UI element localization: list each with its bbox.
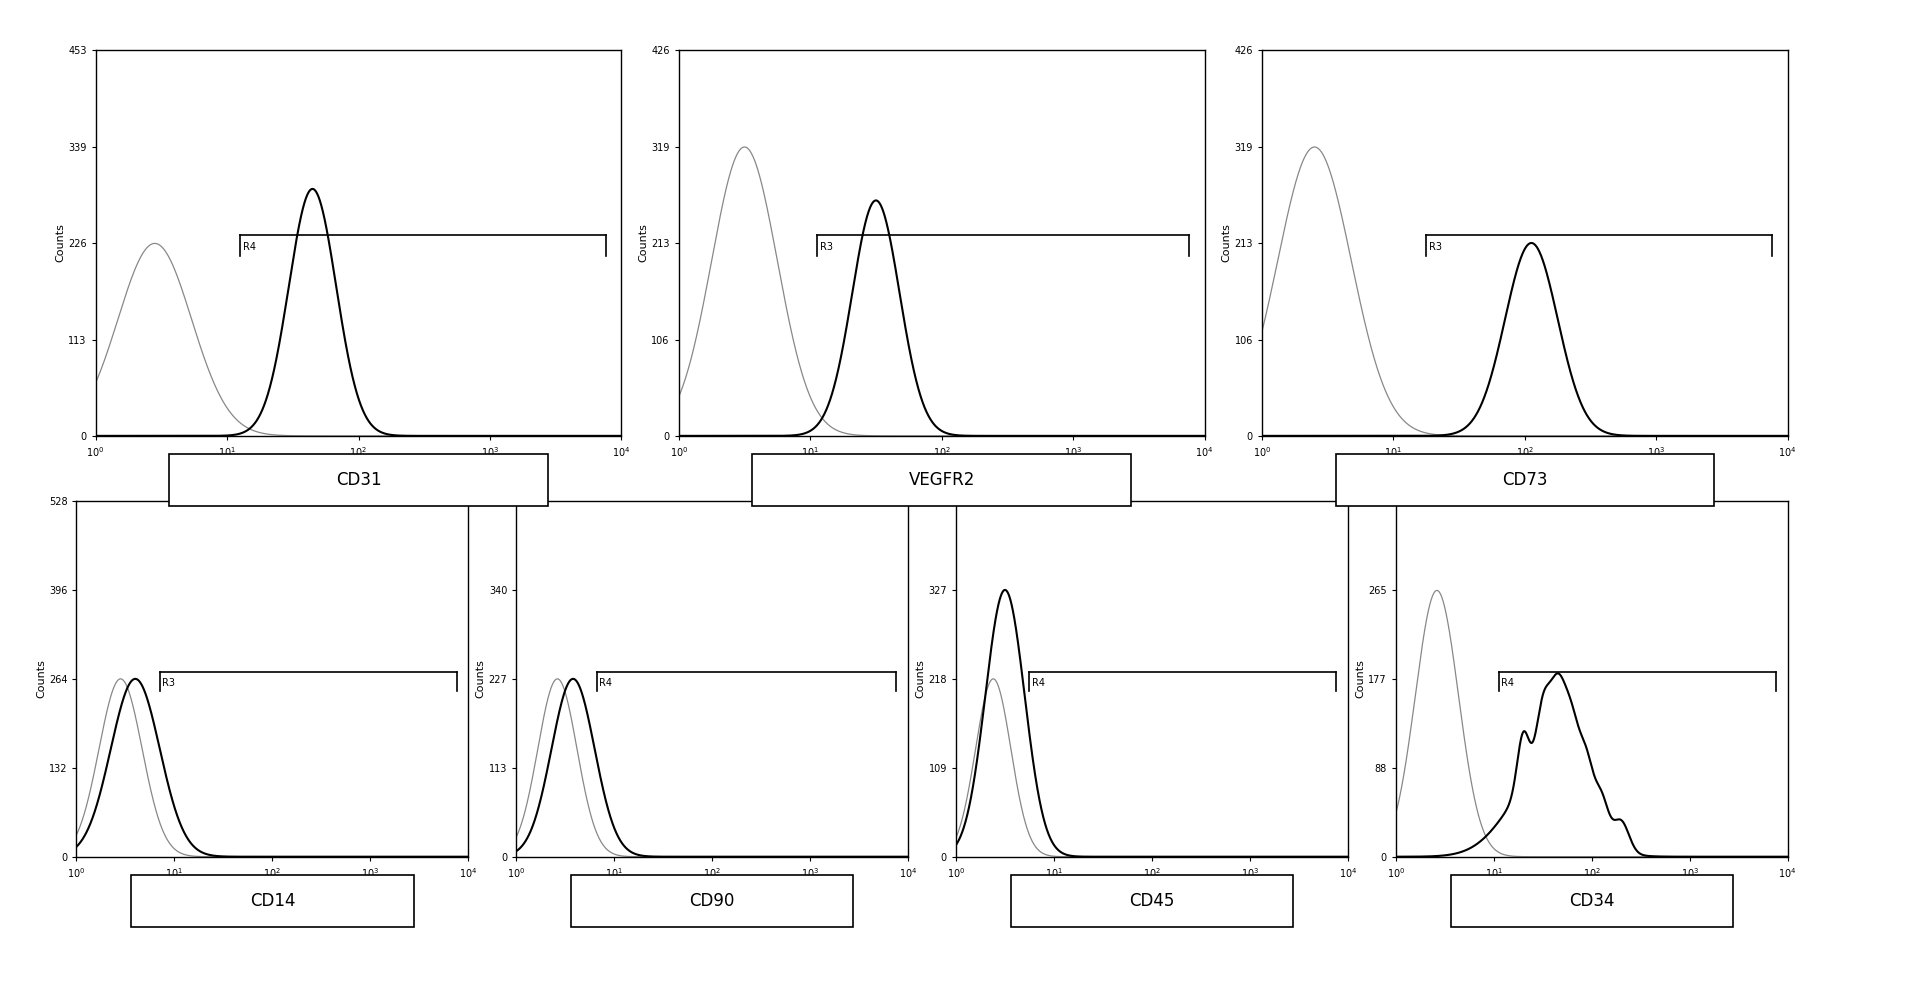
Text: CD90: CD90 — [690, 892, 734, 910]
X-axis label: FL 1 Log: FL 1 Log — [1568, 883, 1616, 893]
Y-axis label: Counts: Counts — [1356, 659, 1365, 698]
Text: R4: R4 — [1032, 677, 1044, 687]
X-axis label: FL 1 Log: FL 1 Log — [335, 462, 382, 472]
X-axis label: FL 2 Log: FL 2 Log — [249, 883, 296, 893]
X-axis label: FL 1 Log: FL 1 Log — [688, 883, 736, 893]
Text: R3: R3 — [163, 677, 174, 687]
Text: R4: R4 — [1501, 677, 1514, 687]
Text: CD73: CD73 — [1503, 471, 1547, 489]
Y-axis label: Counts: Counts — [916, 659, 925, 698]
Text: CD14: CD14 — [250, 892, 294, 910]
X-axis label: FL 1 Log: FL 1 Log — [1128, 883, 1176, 893]
Text: CD34: CD34 — [1570, 892, 1614, 910]
Y-axis label: Counts: Counts — [55, 223, 65, 263]
Y-axis label: Counts: Counts — [476, 659, 486, 698]
Text: R4: R4 — [598, 677, 612, 687]
Y-axis label: Counts: Counts — [36, 659, 46, 698]
Text: CD31: CD31 — [337, 471, 380, 489]
Y-axis label: Counts: Counts — [639, 223, 648, 263]
Text: R4: R4 — [243, 241, 256, 252]
Y-axis label: Counts: Counts — [1222, 223, 1231, 263]
Text: R3: R3 — [820, 241, 832, 252]
Text: R3: R3 — [1428, 241, 1442, 252]
Text: VEGFR2: VEGFR2 — [908, 471, 975, 489]
Text: CD45: CD45 — [1130, 892, 1174, 910]
X-axis label: FL 2 Log: FL 2 Log — [1501, 462, 1549, 472]
X-axis label: FL 2 Log: FL 2 Log — [918, 462, 966, 472]
